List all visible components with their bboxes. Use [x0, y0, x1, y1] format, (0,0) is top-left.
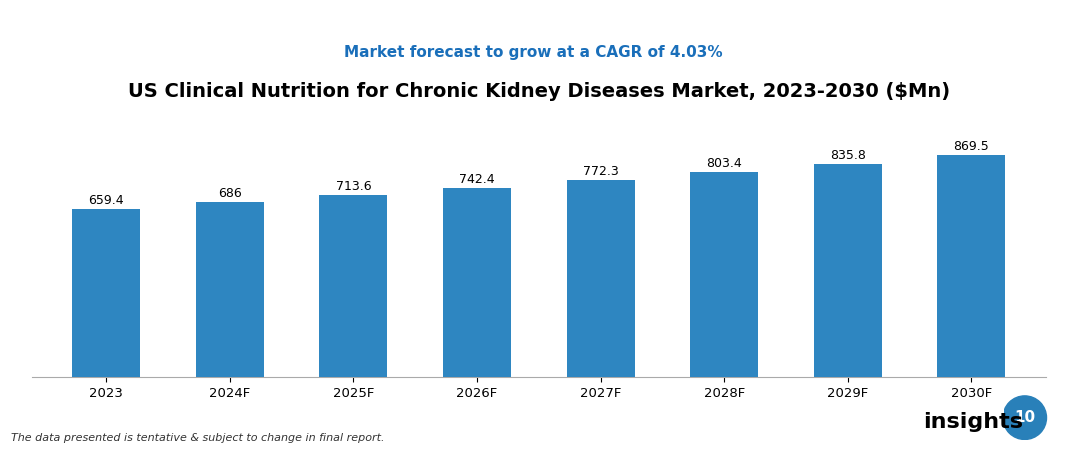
Text: 686: 686: [218, 187, 241, 200]
Bar: [73, 209, 140, 377]
Bar: [319, 195, 387, 377]
Text: insights: insights: [923, 412, 1023, 432]
Title: US Clinical Nutrition for Chronic Kidney Diseases Market, 2023-2030 ($Mn): US Clinical Nutrition for Chronic Kidney…: [128, 82, 950, 101]
Text: 772.3: 772.3: [583, 165, 619, 178]
Bar: [443, 188, 511, 377]
Bar: [567, 180, 635, 377]
Circle shape: [1003, 396, 1047, 439]
Text: 869.5: 869.5: [954, 140, 989, 153]
Text: 10: 10: [1014, 410, 1035, 425]
Text: The data presented is tentative & subject to change in final report.: The data presented is tentative & subjec…: [11, 433, 384, 443]
Text: 713.6: 713.6: [336, 180, 371, 193]
Bar: [690, 172, 759, 377]
Text: 835.8: 835.8: [830, 149, 865, 162]
Text: Market forecast to grow at a CAGR of 4.03%: Market forecast to grow at a CAGR of 4.0…: [345, 44, 722, 60]
Text: 659.4: 659.4: [89, 194, 124, 207]
Text: 803.4: 803.4: [706, 158, 743, 170]
Bar: [196, 202, 264, 377]
Text: 742.4: 742.4: [459, 173, 495, 186]
Bar: [938, 155, 1005, 377]
Bar: [814, 164, 881, 377]
